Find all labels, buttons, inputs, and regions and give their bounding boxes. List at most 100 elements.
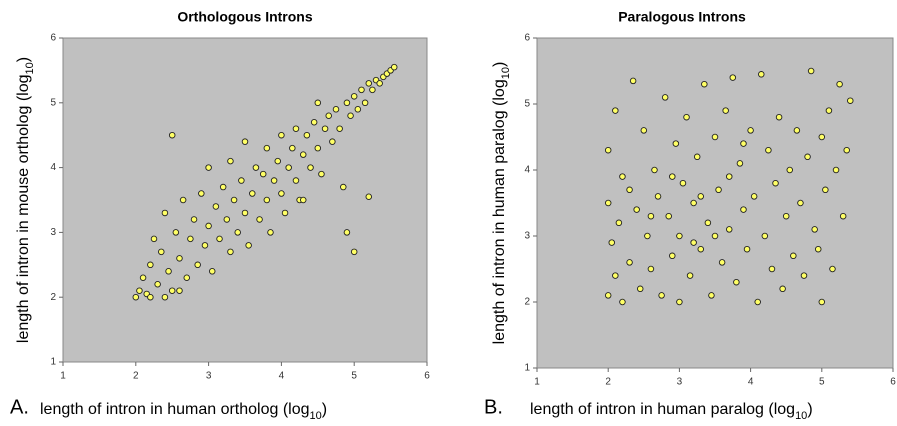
point — [814, 245, 822, 253]
point — [241, 209, 249, 217]
point — [836, 80, 843, 88]
x-tick-label: 6 — [424, 371, 430, 382]
point — [647, 265, 655, 273]
chart-title: Orthologous Introns — [177, 9, 313, 25]
point — [150, 235, 158, 243]
point — [832, 166, 840, 174]
x-tick-label: 4 — [748, 377, 754, 388]
point — [154, 280, 161, 288]
y-tick-label: 1 — [50, 357, 56, 368]
point — [285, 164, 292, 171]
point — [747, 127, 754, 134]
point — [365, 80, 373, 87]
point — [615, 219, 623, 227]
point — [354, 106, 362, 113]
point — [376, 80, 383, 87]
y-tick-label: 6 — [50, 33, 56, 44]
y-axis-label-end: ) — [491, 62, 508, 67]
panel-label: A. — [10, 396, 29, 418]
point — [725, 173, 733, 180]
point — [292, 177, 300, 184]
point — [679, 179, 687, 187]
point — [161, 293, 169, 301]
point — [715, 186, 722, 194]
y-tick-label: 2 — [524, 297, 530, 308]
point — [332, 106, 340, 113]
y-tick-label: 4 — [524, 165, 530, 176]
point — [800, 272, 808, 279]
plot-area — [536, 37, 894, 369]
point — [292, 125, 300, 132]
x-tick-label: 2 — [133, 371, 139, 382]
point — [299, 196, 307, 204]
point — [669, 173, 676, 180]
point — [161, 209, 169, 217]
point — [278, 131, 285, 139]
point — [263, 196, 271, 204]
point — [669, 252, 676, 260]
point — [340, 183, 347, 191]
point — [325, 112, 332, 120]
x-tick-label: 5 — [351, 371, 357, 382]
point — [807, 67, 815, 75]
x-tick-label: 2 — [605, 377, 611, 388]
point — [690, 199, 697, 207]
point — [358, 86, 365, 94]
point — [661, 94, 669, 101]
x-tick-label: 3 — [677, 377, 683, 388]
point — [350, 93, 358, 100]
point — [708, 292, 715, 299]
point — [343, 99, 351, 107]
point — [629, 77, 637, 85]
point — [782, 212, 790, 220]
y-axis-label-sub: 10 — [500, 67, 512, 79]
point — [201, 242, 209, 249]
point — [168, 287, 176, 294]
point — [750, 193, 758, 200]
point — [636, 285, 644, 293]
x-tick-label: 1 — [60, 371, 66, 382]
point — [256, 216, 263, 223]
point — [329, 138, 336, 145]
point — [772, 179, 779, 187]
plot-area — [62, 37, 428, 363]
point — [289, 144, 296, 152]
point — [208, 268, 216, 275]
point — [811, 226, 818, 233]
point — [361, 99, 369, 107]
point — [176, 287, 183, 294]
point — [818, 298, 826, 306]
point — [612, 272, 619, 279]
point — [278, 190, 285, 197]
point — [336, 125, 343, 132]
point — [644, 232, 651, 240]
y-tick-label: 3 — [50, 227, 56, 238]
point — [604, 292, 612, 299]
y-tick-label: 3 — [524, 231, 530, 242]
point — [198, 190, 205, 197]
point — [369, 86, 376, 94]
point — [270, 177, 278, 184]
point — [733, 278, 740, 286]
x-tick-label: 3 — [206, 371, 212, 382]
point — [187, 235, 194, 243]
point — [314, 99, 322, 107]
point — [847, 97, 854, 104]
x-tick-label: 5 — [819, 377, 825, 388]
point — [303, 131, 311, 139]
point — [230, 196, 238, 204]
point — [259, 170, 267, 178]
point — [843, 146, 850, 154]
point — [654, 193, 662, 200]
point — [179, 196, 187, 204]
point — [626, 259, 633, 266]
point — [761, 232, 769, 240]
point — [729, 74, 737, 81]
y-axis-label-sub: 10 — [24, 62, 36, 74]
x-axis-label: length of intron in human paralog (log10… — [530, 401, 813, 422]
y-tick-label: 5 — [50, 97, 56, 108]
point — [223, 216, 231, 223]
y-tick-label: 1 — [524, 363, 530, 374]
point — [132, 293, 140, 301]
